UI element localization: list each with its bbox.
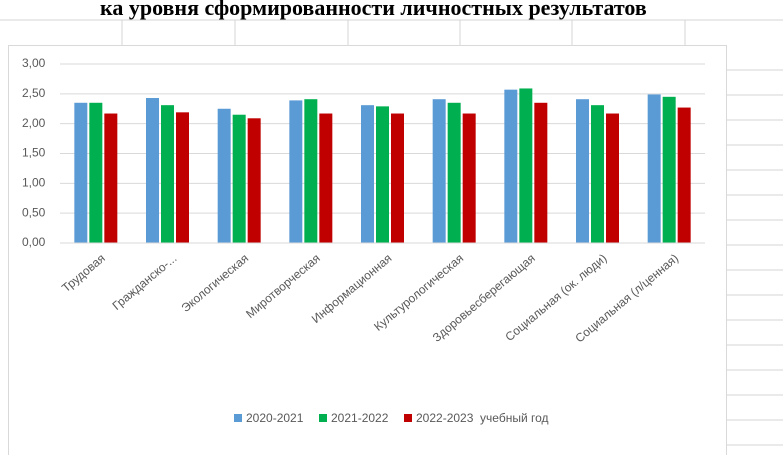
bar — [519, 88, 533, 243]
bar — [146, 98, 159, 243]
bar — [247, 118, 261, 243]
y-tick-label: 0,50 — [22, 205, 46, 219]
bar — [74, 102, 88, 244]
legend-swatch — [404, 414, 412, 422]
legend-swatch — [319, 414, 327, 422]
bar — [504, 89, 518, 243]
bar — [361, 105, 374, 243]
bar — [304, 99, 318, 243]
legend-label: 2021-2022 — [331, 411, 389, 425]
legend-swatch — [234, 414, 242, 422]
bar — [432, 99, 446, 243]
legend-label: 2020-2021 — [246, 411, 304, 425]
bar — [104, 113, 118, 243]
bar — [391, 113, 404, 243]
y-tick-label: 1,50 — [22, 146, 46, 160]
bar — [662, 96, 676, 243]
bar — [176, 112, 189, 243]
bar — [89, 102, 103, 244]
bar — [447, 102, 461, 244]
bar — [289, 100, 303, 243]
bar — [376, 106, 389, 243]
y-tick-label: 2,00 — [22, 116, 46, 130]
y-tick-label: 1,00 — [22, 176, 46, 190]
bar — [576, 99, 589, 243]
bar — [161, 105, 174, 243]
bar — [319, 113, 333, 243]
bar — [232, 114, 246, 243]
bar — [534, 102, 548, 244]
chart-title: ка уровня сформированности личностных ре… — [100, 0, 647, 20]
bar — [677, 107, 691, 243]
bar — [591, 105, 604, 243]
legend-label: 2022-2023 учебный год — [416, 411, 549, 425]
bar — [647, 94, 661, 244]
bar — [462, 113, 476, 243]
sheet-grid — [0, 19, 783, 446]
y-tick-label: 2,50 — [22, 86, 46, 100]
y-tick-label: 0,00 — [22, 235, 46, 249]
y-tick-label: 3,00 — [22, 56, 46, 70]
bar — [606, 113, 619, 243]
bar — [217, 108, 231, 243]
